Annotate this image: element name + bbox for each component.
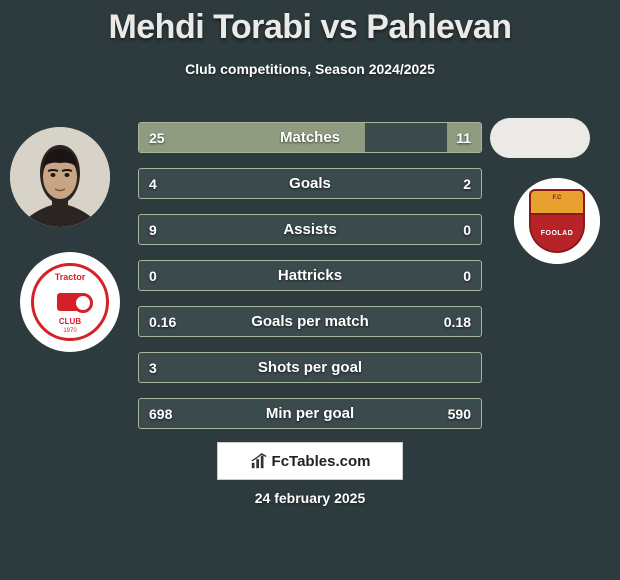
player1-avatar-icon bbox=[10, 127, 110, 227]
foolad-shield-bottom: FOOLAD bbox=[529, 215, 585, 253]
foolad-label: FOOLAD bbox=[541, 230, 574, 237]
chart-icon bbox=[250, 452, 268, 470]
tractor-year: 1970 bbox=[63, 328, 76, 334]
foolad-badge-inner: F.C FOOLAD bbox=[514, 178, 600, 264]
tractor-club-label: CLUB bbox=[59, 317, 81, 326]
stat-row: 0.160.18Goals per match bbox=[138, 306, 482, 337]
source-brand: FcTables.com bbox=[272, 453, 371, 470]
foolad-shield-top: F.C bbox=[529, 189, 585, 215]
tractor-label: Tractor bbox=[55, 272, 86, 282]
source-badge: FcTables.com bbox=[217, 442, 403, 480]
stat-label: Goals per match bbox=[139, 307, 481, 336]
stat-label: Min per goal bbox=[139, 399, 481, 428]
stat-label: Goals bbox=[139, 169, 481, 198]
vs-separator: vs bbox=[320, 8, 357, 46]
comparison-title: Mehdi Torabi vs Pahlevan bbox=[0, 0, 620, 47]
season-subtitle: Club competitions, Season 2024/2025 bbox=[0, 61, 620, 77]
player1-club-badge: Tractor CLUB 1970 bbox=[20, 252, 120, 352]
stat-label: Hattricks bbox=[139, 261, 481, 290]
stat-row: 90Assists bbox=[138, 214, 482, 245]
tractor-badge-inner: Tractor CLUB 1970 bbox=[31, 263, 109, 341]
stat-row: 00Hattricks bbox=[138, 260, 482, 291]
player1-photo bbox=[10, 127, 110, 227]
stat-row: 2511Matches bbox=[138, 122, 482, 153]
footer-date: 24 february 2025 bbox=[0, 490, 620, 506]
stat-row: 698590Min per goal bbox=[138, 398, 482, 429]
stat-label: Matches bbox=[139, 123, 481, 152]
foolad-fc-label: F.C bbox=[529, 195, 585, 201]
stat-row: 42Goals bbox=[138, 168, 482, 199]
foolad-shield: F.C FOOLAD bbox=[529, 189, 585, 253]
stats-container: 2511Matches 42Goals 90Assists 00Hattricks 0.… bbox=[138, 122, 482, 444]
player2-club-badge: F.C FOOLAD bbox=[514, 178, 600, 264]
player2-photo bbox=[490, 118, 590, 158]
tractor-icon bbox=[57, 293, 83, 311]
stat-label: Shots per goal bbox=[139, 353, 481, 382]
player2-name: Pahlevan bbox=[366, 8, 511, 46]
stat-row: 3Shots per goal bbox=[138, 352, 482, 383]
player1-name: Mehdi Torabi bbox=[108, 8, 311, 46]
stat-label: Assists bbox=[139, 215, 481, 244]
